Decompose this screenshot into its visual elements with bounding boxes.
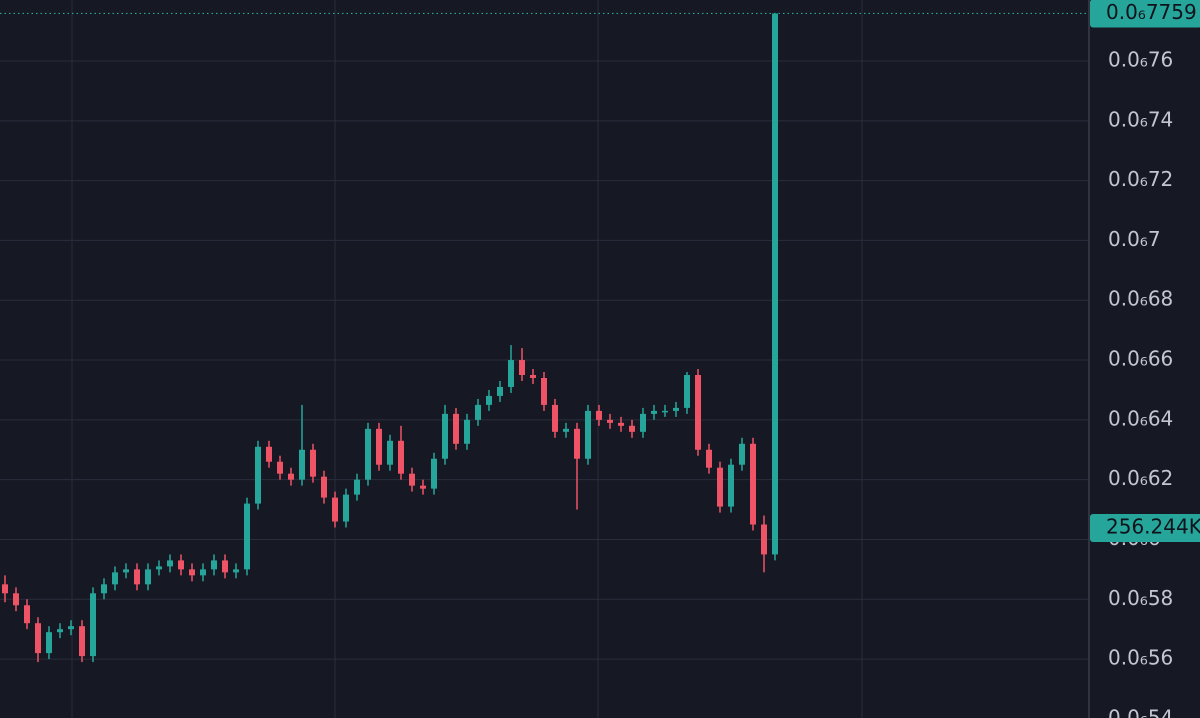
candle-body bbox=[673, 407, 679, 411]
candle-body bbox=[2, 584, 8, 594]
candle-body bbox=[640, 413, 646, 432]
candle-body bbox=[398, 440, 404, 474]
y-tick-label: 0.0₆68 bbox=[1108, 287, 1173, 311]
candle-body bbox=[706, 449, 712, 468]
candle-body bbox=[244, 503, 250, 570]
candle-body bbox=[233, 569, 239, 573]
last-price-box bbox=[1090, 0, 1200, 28]
candle-body bbox=[717, 467, 723, 507]
side-label: 256.244K bbox=[1106, 515, 1200, 539]
candle-body bbox=[585, 410, 591, 459]
candle-body bbox=[651, 410, 657, 414]
candle-body bbox=[90, 593, 96, 657]
candle-body bbox=[618, 422, 624, 426]
candle-body bbox=[13, 593, 19, 606]
candle-body bbox=[508, 360, 514, 387]
candle-body bbox=[178, 560, 184, 570]
candle-body bbox=[431, 458, 437, 489]
candle-body bbox=[761, 524, 767, 555]
candle-body bbox=[24, 605, 30, 624]
candle-body bbox=[68, 626, 74, 630]
y-tick-label: 0.0₆76 bbox=[1108, 48, 1173, 72]
candle-body bbox=[772, 13, 778, 555]
candle-body bbox=[222, 560, 228, 573]
candle-body bbox=[497, 386, 503, 396]
candle-body bbox=[563, 428, 569, 432]
candle-body bbox=[442, 413, 448, 459]
candle-body bbox=[321, 476, 327, 498]
candle-body bbox=[35, 623, 41, 654]
candle-body bbox=[156, 566, 162, 570]
candle-body bbox=[299, 449, 305, 480]
candle-body bbox=[739, 443, 745, 465]
candle-body bbox=[167, 560, 173, 567]
candle-body bbox=[750, 443, 756, 525]
y-tick-label: 0.0₆7 bbox=[1108, 227, 1161, 251]
last-price-label: 0.0₆7759 bbox=[1106, 0, 1197, 24]
candle-body bbox=[365, 428, 371, 480]
candle-body bbox=[574, 428, 580, 459]
candle-body bbox=[728, 464, 734, 507]
candle-body bbox=[277, 461, 283, 474]
candle-body bbox=[211, 560, 217, 570]
y-tick-label: 0.0₆54 bbox=[1108, 705, 1173, 718]
candle-body bbox=[376, 428, 382, 465]
candle-body bbox=[343, 494, 349, 522]
candle-body bbox=[134, 569, 140, 585]
price-axis: 0.0₆540.0₆560.0₆580.0₆60.0₆620.0₆640.0₆6… bbox=[1090, 0, 1200, 718]
candle-body bbox=[354, 479, 360, 495]
candle-body bbox=[530, 374, 536, 378]
candle-body bbox=[464, 419, 470, 444]
candle-body bbox=[310, 449, 316, 477]
candle-body bbox=[695, 374, 701, 450]
candle-body bbox=[453, 413, 459, 444]
candle-body bbox=[519, 360, 525, 375]
candle-body bbox=[266, 446, 272, 462]
candle-body bbox=[101, 584, 107, 594]
y-tick-label: 0.0₆66 bbox=[1108, 347, 1173, 371]
candle-body bbox=[475, 404, 481, 420]
time-grid bbox=[71, 0, 863, 718]
candle-body bbox=[79, 626, 85, 657]
y-tick-label: 0.0₆62 bbox=[1108, 466, 1173, 490]
candle-body bbox=[332, 497, 338, 522]
candle-body bbox=[387, 440, 393, 465]
candle-body bbox=[200, 569, 206, 576]
candle-body bbox=[420, 485, 426, 489]
candle-body bbox=[123, 569, 129, 573]
candle-body bbox=[662, 410, 668, 413]
candle-body bbox=[255, 446, 261, 504]
y-tick-label: 0.0₆56 bbox=[1108, 646, 1173, 670]
y-tick-label: 0.0₆74 bbox=[1108, 107, 1173, 131]
y-tick-label: 0.0₆64 bbox=[1108, 406, 1173, 430]
candle-body bbox=[607, 419, 613, 423]
candle-body bbox=[409, 473, 415, 486]
candle-body bbox=[596, 410, 602, 420]
candle-body bbox=[486, 395, 492, 405]
candle-body bbox=[189, 569, 195, 576]
candle-body bbox=[145, 569, 151, 585]
candle-body bbox=[552, 404, 558, 432]
candle-body bbox=[46, 632, 52, 654]
candle-body bbox=[541, 377, 547, 405]
candle-body bbox=[629, 425, 635, 432]
candles bbox=[2, 13, 778, 663]
candle-body bbox=[112, 572, 118, 585]
y-tick-label: 0.0₆72 bbox=[1108, 167, 1173, 191]
side-label-box bbox=[1090, 514, 1200, 542]
grid bbox=[0, 12, 1089, 660]
candle-body bbox=[57, 629, 63, 633]
y-tick-label: 0.0₆58 bbox=[1108, 586, 1173, 610]
candle-body bbox=[288, 473, 294, 480]
candle-body bbox=[684, 374, 690, 408]
